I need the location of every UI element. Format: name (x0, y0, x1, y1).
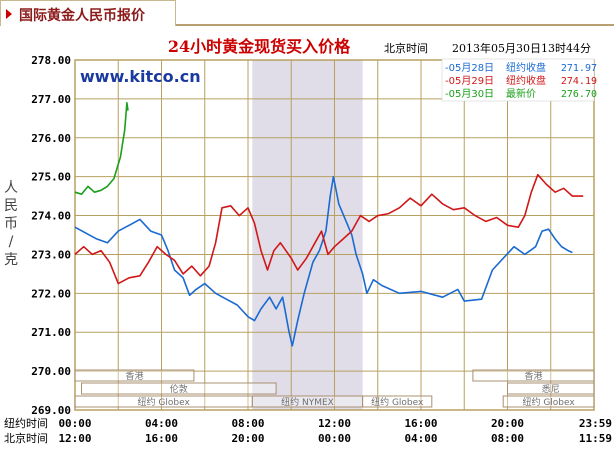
legend-box (441, 58, 595, 102)
y-tick-label: 270.00 (31, 365, 71, 378)
legend-value: 271.97 (561, 63, 597, 74)
tab-label: 国际黄金人民币报价 (19, 8, 145, 24)
x-tick-label: 08:00 (491, 432, 524, 445)
legend-desc: 最新价 (506, 87, 536, 100)
series-lines (74, 102, 584, 347)
legend-value: 276.70 (561, 89, 597, 100)
market-bar (502, 395, 595, 408)
legend-date: -05月28日 (445, 62, 494, 74)
market-label: 香港 (524, 370, 542, 382)
y-label-char: / (9, 234, 14, 250)
market-label: 纽约 Globex (138, 396, 191, 408)
market-bar (74, 369, 195, 382)
y-tick-label: 277.00 (31, 93, 71, 106)
y-axis-label: 人民币 / 克 (4, 180, 18, 268)
market-bar (80, 382, 277, 395)
x-tick-label: 20:00 (491, 417, 524, 430)
x-tick-label: 00:00 (318, 432, 351, 445)
tab-gold-rmb-price[interactable]: 国际黄金人民币报价 (0, 0, 176, 26)
plot-frame (74, 59, 595, 411)
market-bar (507, 382, 595, 395)
market-label: 纽约 Globex (522, 396, 575, 408)
x-tick-label: 23:59 (579, 417, 612, 430)
y-tick-labels: 278.00 277.00 276.00 275.00 274.00 273.00 272.… (31, 54, 71, 417)
market-label: 纽约 Globex (371, 396, 424, 408)
legend-desc: 纽约收盘 (506, 61, 546, 74)
x-tick-label: 11:59 (579, 432, 612, 445)
market-bar (362, 395, 433, 408)
market-label: 纽约 NYMEX (281, 396, 334, 408)
market-label: 悉尼 (542, 383, 560, 395)
timestamp: 2013年05月30日13时44分 (452, 41, 591, 55)
legend-date: -05月29日 (445, 75, 494, 87)
legend: -05月28日 纽约收盘 271.97 -05月29日 纽约收盘 274.19 -05月30… (441, 58, 597, 102)
series-line-05月30日 (74, 102, 129, 195)
market-bar (472, 369, 595, 382)
x-row-label: 北京时间 (4, 431, 48, 445)
legend-value: 274.19 (561, 76, 597, 87)
y-label-char: 币 (4, 216, 18, 232)
market-label: 香港 (125, 370, 143, 382)
x-tick-label: 12:00 (58, 432, 91, 445)
x-tick-label: 20:00 (231, 432, 264, 445)
y-tick-label: 269.00 (31, 404, 71, 417)
x-tick-labels: 纽约时间 00:00 04:00 08:00 12:00 16:00 20:00 23:59 北… (4, 416, 612, 445)
y-tick-label: 275.00 (31, 171, 71, 184)
y-tick-label: 276.00 (31, 132, 71, 145)
grid-lines (75, 60, 594, 410)
x-tick-label: 12:00 (318, 417, 351, 430)
legend-desc: 纽约收盘 (506, 74, 546, 87)
x-tick-label: 00:00 (58, 417, 91, 430)
series-line-05月29日 (74, 173, 584, 285)
y-tick-label: 278.00 (31, 54, 71, 67)
triangle-right-icon (6, 9, 12, 19)
x-row-label: 纽约时间 (4, 416, 48, 430)
y-tick-label: 271.00 (31, 326, 71, 339)
x-tick-label: 04:00 (145, 417, 178, 430)
chart-title: 24小时黄金现货买入价格 (168, 37, 351, 56)
y-tick-label: 272.00 (31, 287, 71, 300)
y-label-char: 民 (4, 198, 18, 214)
nymex-shaded-region (252, 60, 363, 410)
tab-bar: 国际黄金人民币报价 (0, 0, 614, 26)
x-tick-label: 16:00 (404, 417, 437, 430)
x-tick-label: 08:00 (231, 417, 264, 430)
y-label-char: 人 (4, 180, 18, 196)
y-label-char: 克 (4, 252, 18, 268)
y-tick-label: 273.00 (31, 248, 71, 261)
legend-date: -05月30日 (445, 88, 494, 100)
time-label: 北京时间 (384, 41, 428, 55)
market-label: 伦敦 (170, 383, 188, 395)
series-line-05月28日 (74, 175, 573, 347)
watermark: www.kitco.cn (80, 67, 201, 86)
x-tick-label: 04:00 (404, 432, 437, 445)
x-tick-label: 16:00 (145, 432, 178, 445)
y-tick-label: 274.00 (31, 210, 71, 223)
